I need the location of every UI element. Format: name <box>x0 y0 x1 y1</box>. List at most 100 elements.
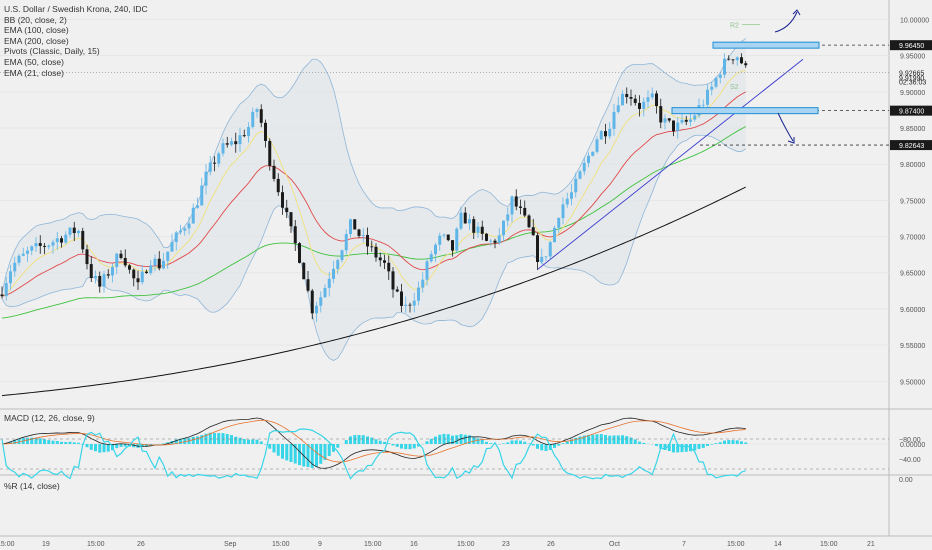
candle-body <box>196 205 199 208</box>
macd-hist-bar <box>208 432 212 444</box>
time-tick-label: 14 <box>774 541 782 548</box>
macd-hist-bar <box>327 444 331 456</box>
candle-body <box>489 240 493 242</box>
pivot-s2-label: S2 <box>730 84 739 91</box>
candle-body <box>157 258 161 269</box>
candle-body <box>123 257 127 266</box>
candle-body <box>34 243 38 247</box>
candle-body <box>221 143 225 154</box>
candle-body <box>731 59 735 61</box>
macd-hist-bar <box>77 442 80 444</box>
candle-body <box>383 260 386 263</box>
macd-hist-bar <box>531 444 535 446</box>
candle-body <box>612 111 616 129</box>
price-label: 9.96450 <box>899 43 924 50</box>
macd-hist-bar <box>43 439 46 444</box>
ema200-line <box>1 186 746 397</box>
candle-body <box>357 229 361 236</box>
candle-body <box>502 220 505 236</box>
macd-hist-bar <box>604 435 607 444</box>
macd-hist-bar <box>744 442 748 444</box>
candle-body <box>374 246 378 258</box>
macd-hist-bar <box>638 441 641 444</box>
candle-body <box>400 291 403 306</box>
time-tick-label: 23 <box>502 541 510 548</box>
candles-group <box>0 53 748 322</box>
arrow-down-head-icon <box>787 137 795 144</box>
macd-hist-bar <box>625 436 629 444</box>
price-tick-label: 9.90000 <box>900 90 925 97</box>
macd-label[interactable]: MACD (12, 26, close, 9) <box>4 413 95 423</box>
wr-label[interactable]: %R (14, close) <box>4 481 60 491</box>
time-tick-label: 15:00 <box>727 541 745 548</box>
macd-hist-bar <box>336 444 340 448</box>
macd-hist-bar <box>196 436 199 444</box>
candle-body <box>638 102 641 109</box>
candle-body <box>519 206 522 208</box>
candle-body <box>718 74 722 78</box>
macd-hist-bar <box>723 440 726 444</box>
macd-hist-bar <box>353 435 357 444</box>
candle-body <box>650 93 654 98</box>
candle-body <box>174 232 178 243</box>
candle-body <box>132 269 136 279</box>
wr-tick-label: −40.00 <box>899 457 921 464</box>
macd-hist-bar <box>183 438 187 444</box>
macd-hist-bar <box>612 435 616 444</box>
candle-body <box>510 196 514 215</box>
candle-body <box>179 230 182 233</box>
macd-hist-bar <box>408 444 412 450</box>
candle-body <box>548 242 552 257</box>
candle-body <box>191 207 195 224</box>
macd-hist-bar <box>323 444 327 461</box>
candle-body <box>527 215 531 228</box>
macd-hist-bar <box>26 437 29 444</box>
time-tick-label: 26 <box>547 541 555 548</box>
candle-body <box>434 244 437 255</box>
macd-hist-bar <box>166 442 170 444</box>
macd-hist-bar <box>60 441 63 444</box>
candle-body <box>170 242 174 252</box>
candle-body <box>13 262 17 272</box>
macd-hist-bar <box>387 443 391 444</box>
candle-body <box>438 235 442 245</box>
candle-body <box>735 57 739 61</box>
candle-body <box>289 212 293 227</box>
candle-body <box>587 155 590 163</box>
macd-hist-bar <box>629 437 633 444</box>
candle-body <box>472 219 476 233</box>
macd-hist-bar <box>13 439 17 444</box>
candle-body <box>553 227 556 243</box>
macd-hist-bar <box>621 435 624 444</box>
candle-body <box>332 268 335 279</box>
macd-hist-bar <box>735 440 739 444</box>
macd-hist-bar <box>400 444 403 449</box>
candle-body <box>136 278 140 283</box>
macd-hist-bar <box>230 435 233 444</box>
wr-line <box>1 428 746 480</box>
macd-hist-bar <box>374 439 378 444</box>
time-tick-label: 7 <box>682 541 686 548</box>
macd-hist-bar <box>570 439 573 444</box>
macd-hist-bar <box>412 444 416 449</box>
macd-signal-line <box>1 419 746 463</box>
candle-body <box>625 93 629 98</box>
candle-body <box>68 227 72 235</box>
candle-body <box>493 240 497 243</box>
macd-hist-bar <box>34 437 38 444</box>
time-tick-label: 9 <box>318 541 322 548</box>
candle-body <box>128 265 131 270</box>
candle-body <box>680 119 684 123</box>
macd-hist-bar <box>106 444 110 452</box>
macd-hist-bar <box>315 444 318 467</box>
candle-body <box>459 212 463 229</box>
macd-hist-bar <box>663 444 667 450</box>
macd-hist-bar <box>502 443 505 444</box>
price-tick-label: 9.95000 <box>900 54 925 61</box>
macd-hist-bar <box>289 444 293 462</box>
price-tick-label: 9.85000 <box>900 126 925 133</box>
candle-body <box>26 250 29 254</box>
macd-hist-bar <box>98 444 102 453</box>
candle-body <box>353 219 357 230</box>
